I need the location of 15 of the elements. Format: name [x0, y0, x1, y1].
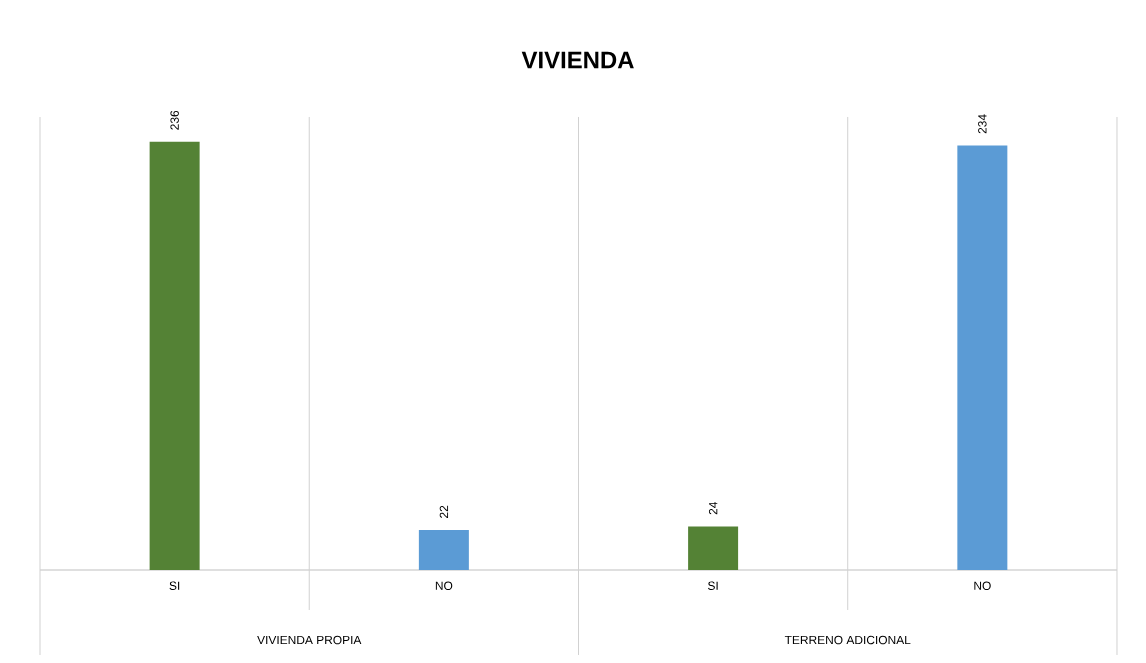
- bar: [149, 141, 200, 570]
- data-label: 24: [708, 501, 718, 515]
- x-tick-label: NO: [974, 581, 991, 590]
- chart-title: VIVIENDA: [521, 51, 634, 69]
- bar: [418, 530, 469, 570]
- x-tick-label: NO: [435, 581, 453, 590]
- data-label: 234: [978, 114, 987, 134]
- data-label: 22: [439, 505, 449, 518]
- bar: [957, 145, 1008, 570]
- x-tick-label: SI: [169, 581, 180, 590]
- text: TERRENO ADICIONAL: [784, 635, 911, 645]
- text: VIVIENDA PROPIA: [257, 635, 362, 645]
- data-label: 236: [170, 110, 179, 130]
- x-tick-label: SI: [708, 581, 718, 590]
- bar: [688, 526, 739, 570]
